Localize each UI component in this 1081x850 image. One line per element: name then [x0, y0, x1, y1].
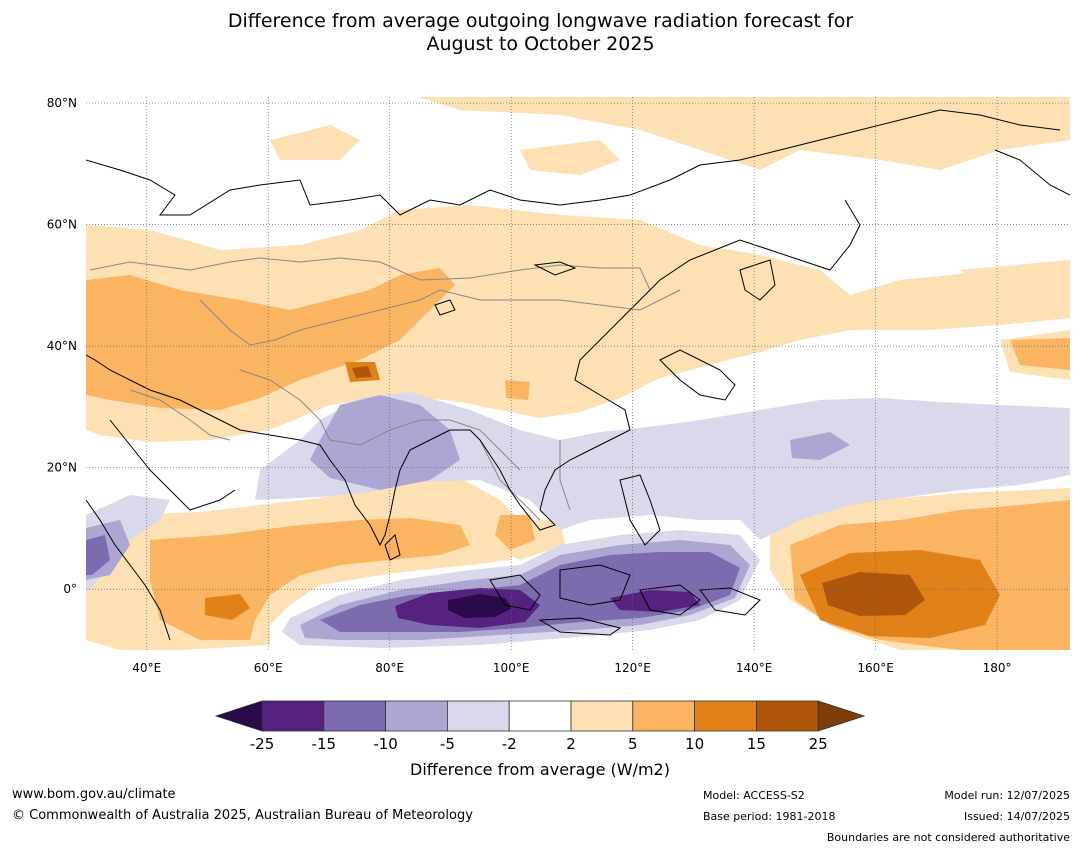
negative-anomaly-over-25 — [448, 594, 512, 618]
map-title: Difference from average outgoing longwav… — [0, 10, 1081, 56]
colorbar-swatch — [694, 700, 757, 732]
positive-anomaly-15-25 — [352, 366, 925, 616]
colorbar-swatch — [323, 700, 386, 732]
graticule — [86, 97, 1070, 650]
model-name: Model: ACCESS-S2 — [703, 789, 805, 802]
longitude-labels: 40°E 60°E 80°E 100°E 120°E 140°E 160°E 180° — [132, 661, 1011, 675]
colorbar-swatch — [632, 700, 695, 732]
longitude-label: 80°E — [375, 661, 404, 675]
latitude-label: 80°N — [47, 96, 77, 110]
colorbar-swatch — [446, 700, 510, 732]
colorbar-tick-label: 25 — [809, 735, 828, 753]
colorbar-tick-label: -25 — [250, 735, 275, 753]
colorbar-tick-label: 15 — [747, 735, 766, 753]
colorbar-swatch — [385, 700, 448, 732]
model-run-date: Model run: 12/07/2025 — [944, 789, 1070, 802]
longitude-label: 140°E — [736, 661, 773, 675]
copyright-notice: © Commonwealth of Australia 2025, Austra… — [12, 808, 473, 823]
colorbar-tick-label: 2 — [566, 735, 576, 753]
longitude-label: 180° — [983, 661, 1012, 675]
base-period: Base period: 1981-2018 — [703, 810, 836, 823]
colorbar-tick-label: -10 — [373, 735, 398, 753]
colorbar-tick-label: 10 — [685, 735, 704, 753]
colorbar-swatch — [570, 700, 634, 732]
colorbar-extend-low — [214, 700, 263, 732]
latitude-label: 0° — [63, 582, 77, 596]
colorbar-tick-label: 5 — [628, 735, 638, 753]
website-url[interactable]: www.bom.gov.au/climate — [12, 787, 176, 802]
longitude-label: 160°E — [857, 661, 894, 675]
title-line-1: Difference from average outgoing longwav… — [227, 10, 854, 32]
colorbar-swatch — [508, 700, 572, 732]
colorbar-tick-label: -2 — [502, 735, 517, 753]
title-line-2: August to October 2025 — [426, 33, 655, 55]
country-boundaries — [89, 257, 681, 521]
boundaries-disclaimer: Boundaries are not considered authoritat… — [826, 831, 1070, 844]
colorbar-swatch — [261, 700, 325, 732]
longitude-label: 60°E — [254, 661, 283, 675]
latitude-labels: 80°N 60°N 40°N 20°N 0° — [47, 96, 77, 596]
colorbar-tick-label: -5 — [440, 735, 455, 753]
longitude-label: 120°E — [614, 661, 651, 675]
longitude-label: 40°E — [132, 661, 161, 675]
colorbar-tick-label: -15 — [312, 735, 337, 753]
longitude-label: 100°E — [493, 661, 530, 675]
issued-date: Issued: 14/07/2025 — [963, 810, 1070, 823]
colorbar-swatch — [756, 700, 819, 732]
colorbar-label: Difference from average (W/m2) — [410, 760, 670, 779]
colorbar-extend-high — [817, 700, 866, 732]
map-plot-area — [86, 97, 1070, 650]
latitude-label: 20°N — [47, 461, 77, 475]
coastlines — [86, 109, 1070, 641]
latitude-label: 40°N — [47, 339, 77, 353]
olr-anomaly-map: 80°N 60°N 40°N 20°N 0° 40°E 60°E 80°E 100°E 120°… — [47, 96, 1070, 675]
latitude-label: 60°N — [47, 218, 77, 232]
